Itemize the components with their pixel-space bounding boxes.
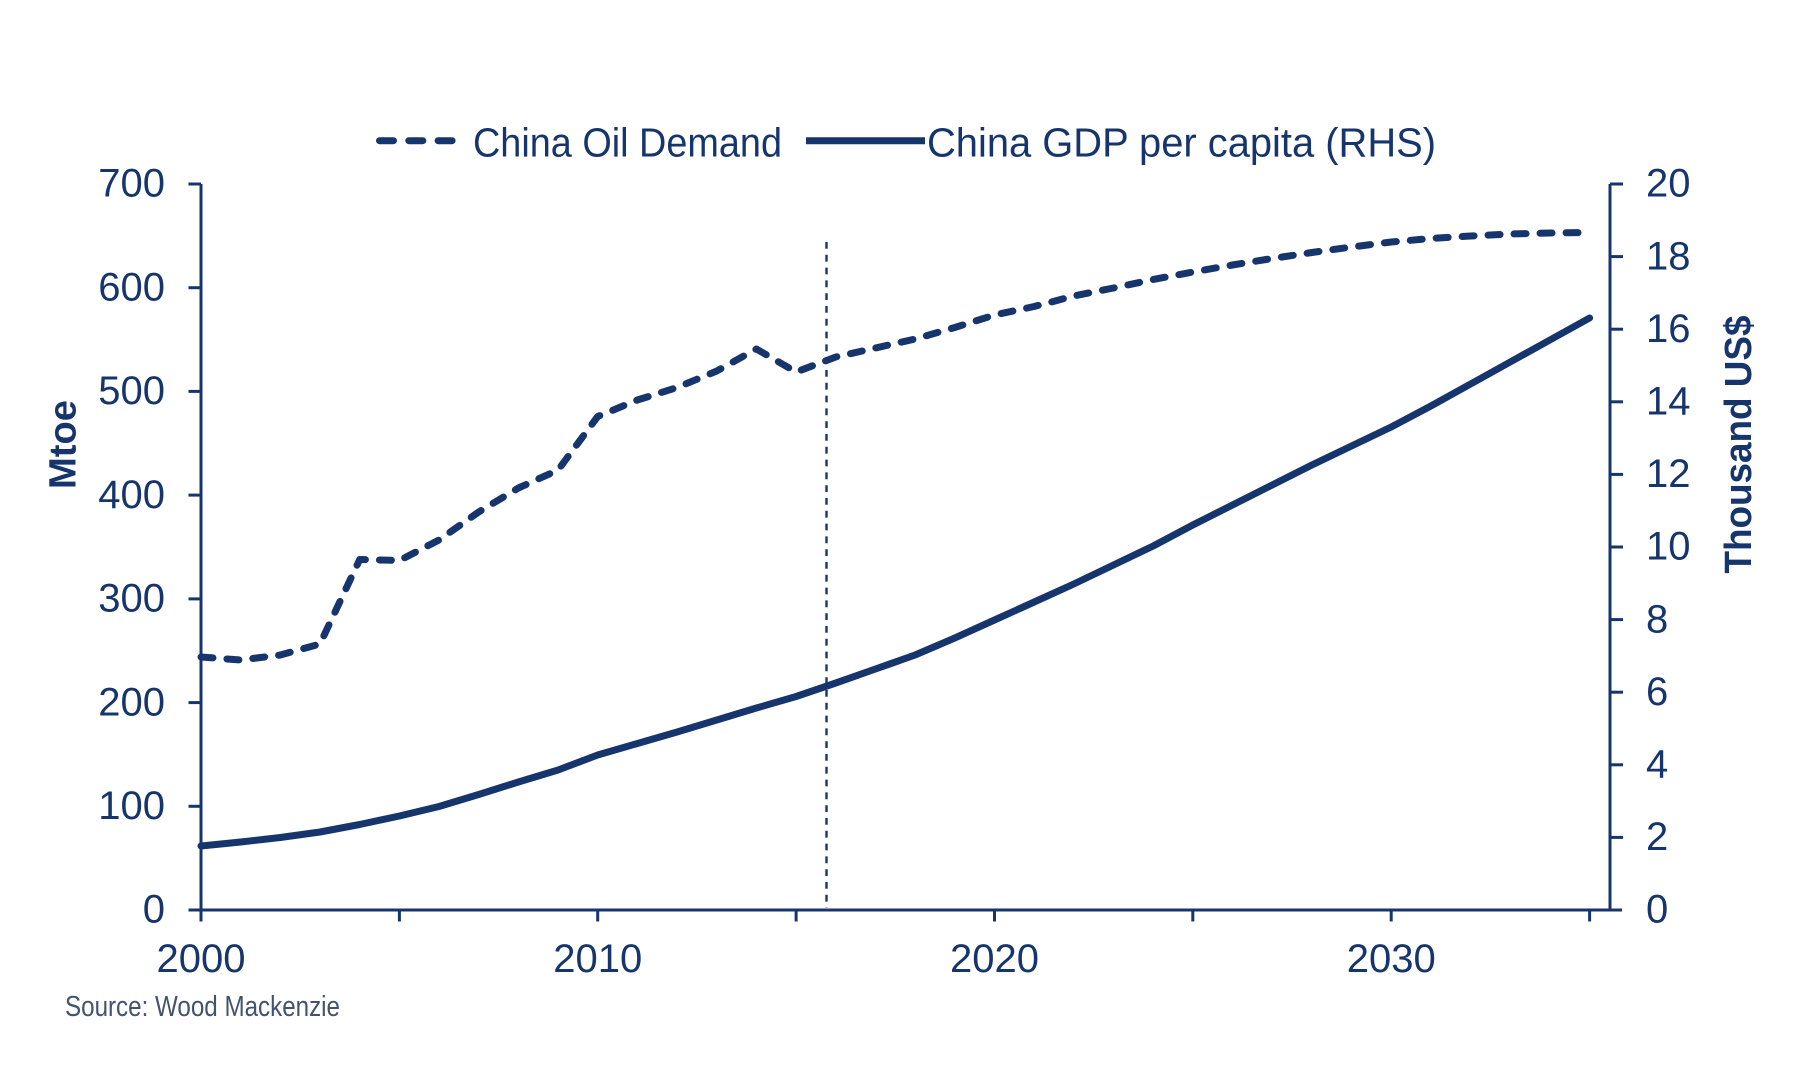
svg-text:0: 0 — [143, 888, 165, 932]
svg-text:2020: 2020 — [950, 937, 1039, 981]
svg-text:14: 14 — [1646, 380, 1691, 424]
svg-text:China GDP per capita (RHS): China GDP per capita (RHS) — [927, 120, 1436, 166]
svg-text:400: 400 — [98, 473, 165, 517]
svg-text:12: 12 — [1646, 452, 1691, 496]
svg-text:Thousand US$: Thousand US$ — [1718, 316, 1760, 574]
svg-text:10: 10 — [1646, 525, 1691, 569]
svg-text:4: 4 — [1646, 743, 1668, 787]
svg-text:700: 700 — [98, 162, 165, 206]
svg-text:8: 8 — [1646, 597, 1668, 641]
svg-text:2000: 2000 — [157, 937, 246, 981]
svg-text:0: 0 — [1646, 888, 1668, 932]
svg-text:2010: 2010 — [553, 937, 642, 981]
svg-text:2: 2 — [1646, 815, 1668, 859]
svg-text:2030: 2030 — [1347, 937, 1436, 981]
svg-text:600: 600 — [98, 265, 165, 309]
svg-text:300: 300 — [98, 577, 165, 621]
svg-text:Source: Wood Mackenzie: Source: Wood Mackenzie — [65, 991, 340, 1023]
svg-text:16: 16 — [1646, 307, 1691, 351]
svg-text:100: 100 — [98, 784, 165, 828]
svg-text:Mtoe: Mtoe — [42, 400, 84, 489]
svg-text:6: 6 — [1646, 670, 1668, 714]
svg-text:20: 20 — [1646, 162, 1691, 206]
svg-text:500: 500 — [98, 369, 165, 413]
svg-text:China Oil Demand: China Oil Demand — [473, 120, 782, 166]
svg-text:18: 18 — [1646, 234, 1691, 278]
svg-text:200: 200 — [98, 680, 165, 724]
